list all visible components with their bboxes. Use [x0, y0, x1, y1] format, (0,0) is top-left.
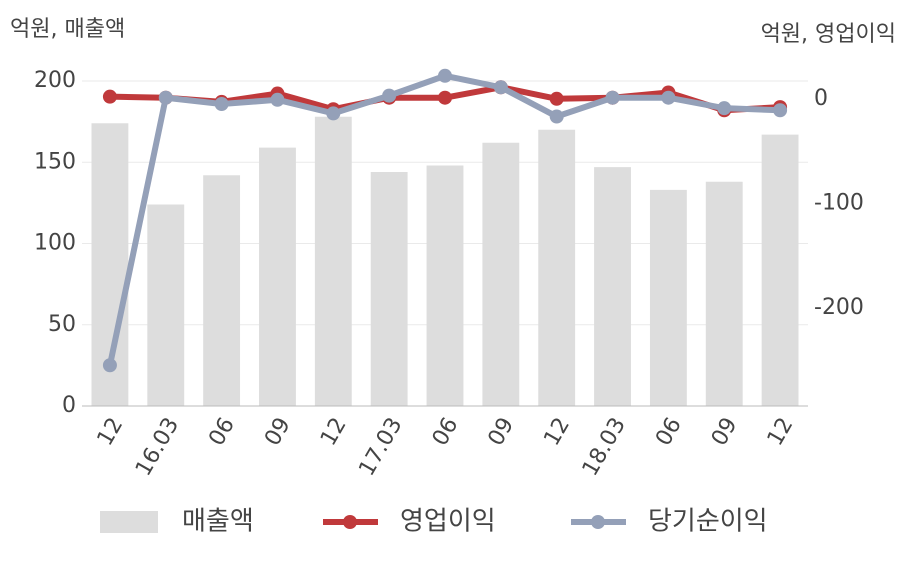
marker [214, 96, 229, 111]
bar [594, 167, 631, 406]
x-tick-label: 12 [93, 414, 129, 451]
bar [203, 175, 241, 406]
x-tick-label: 06 [651, 414, 687, 451]
bar [538, 129, 576, 406]
x-tick-label: 16.03 [131, 414, 184, 481]
marker [605, 90, 620, 105]
marker [549, 109, 564, 124]
marker [438, 90, 452, 105]
legend-label: 영업이익 [400, 507, 496, 537]
bar [426, 165, 464, 406]
bar [761, 134, 799, 406]
x-tick-label: 12 [316, 414, 352, 451]
y-tick-label: 50 [48, 312, 76, 337]
legend-swatch [100, 511, 158, 533]
marker [158, 90, 173, 105]
marker [661, 90, 676, 105]
x-tick-label: 09 [260, 414, 296, 451]
y-tick-label: 0 [62, 393, 76, 418]
legend-label: 매출액 [182, 507, 254, 537]
legend-swatch [343, 515, 357, 529]
x-tick-label: 06 [428, 414, 464, 451]
bar [314, 116, 352, 406]
y2-tick-label: 0 [814, 86, 828, 111]
y-tick-label: 200 [34, 68, 76, 93]
bar [482, 142, 520, 406]
x-tick-label: 06 [204, 414, 240, 451]
legend-swatch [591, 515, 605, 529]
y-tick-label: 150 [34, 149, 76, 174]
marker [326, 106, 341, 121]
y-axis-label: 억원, 매출액 [10, 17, 125, 42]
y2-tick-label: -200 [814, 295, 864, 320]
marker [438, 68, 452, 83]
marker [493, 80, 508, 95]
marker [270, 92, 285, 107]
x-tick-label: 12 [539, 414, 575, 451]
x-tick-label: 12 [763, 414, 799, 451]
x-tick-label: 17.03 [354, 414, 407, 481]
x-tick-label: 09 [484, 414, 520, 451]
y2-axis-label: 억원, 영업이익 [761, 22, 896, 47]
marker [773, 103, 788, 118]
marker [382, 88, 397, 103]
marker [717, 101, 732, 116]
bar [147, 204, 185, 406]
bar [705, 181, 743, 406]
bar [259, 147, 296, 406]
bar [370, 172, 408, 406]
x-tick-label: 18.03 [578, 414, 631, 481]
y-tick-label: 100 [34, 231, 76, 256]
y2-tick-label: -100 [814, 190, 864, 215]
marker [102, 89, 117, 104]
legend-label: 당기순이익 [648, 507, 768, 537]
bar [649, 189, 687, 406]
marker [102, 358, 117, 373]
marker [549, 91, 564, 106]
x-tick-label: 09 [707, 414, 743, 451]
